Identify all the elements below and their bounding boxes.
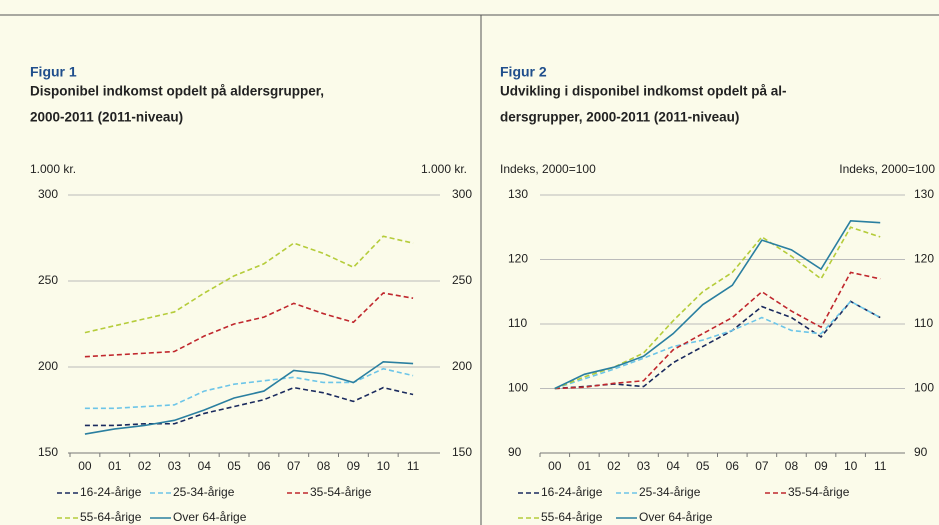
series-line xyxy=(84,235,414,334)
y2-axis-label: Indeks, 2000=100 xyxy=(839,162,935,176)
x-tick-label: 08 xyxy=(785,459,799,473)
x-tick-label: 01 xyxy=(578,459,592,473)
legend-label: 16-24-årige xyxy=(80,485,142,499)
series-line xyxy=(84,292,414,358)
y2-tick-label: 100 xyxy=(914,381,934,395)
x-tick-label: 11 xyxy=(874,459,887,473)
x-tick-label: 10 xyxy=(377,459,391,473)
x-tick-label: 06 xyxy=(726,459,740,473)
y-tick-label: 110 xyxy=(508,316,527,330)
legend-label: 25-34-årige xyxy=(639,485,701,499)
x-tick-label: 05 xyxy=(696,459,710,473)
y-tick-label: 130 xyxy=(508,187,528,201)
y2-axis-label: 1.000 kr. xyxy=(421,162,467,176)
chart-title: 2000-2011 (2011-niveau) xyxy=(30,110,183,125)
y-tick-label: 120 xyxy=(508,252,528,266)
y2-tick-label: 130 xyxy=(914,187,934,201)
y-tick-label: 250 xyxy=(38,273,58,287)
legend-label: Over 64-årige xyxy=(639,510,713,524)
x-tick-label: 10 xyxy=(844,459,858,473)
x-tick-label: 04 xyxy=(198,459,212,473)
chart-title: dersgrupper, 2000-2011 (2011-niveau) xyxy=(500,110,739,125)
legend-label: 16-24-årige xyxy=(541,485,603,499)
y2-tick-label: 90 xyxy=(914,445,928,459)
y2-tick-label: 150 xyxy=(452,445,472,459)
series-line xyxy=(84,386,414,427)
x-tick-label: 00 xyxy=(548,459,562,473)
legend-label: 25-34-årige xyxy=(173,485,235,499)
x-tick-label: 08 xyxy=(317,459,331,473)
x-tick-label: 09 xyxy=(814,459,828,473)
x-tick-label: 07 xyxy=(287,459,301,473)
x-tick-label: 05 xyxy=(227,459,241,473)
y-tick-label: 200 xyxy=(38,359,58,373)
x-tick-label: 04 xyxy=(666,459,680,473)
legend-label: 35-54-årige xyxy=(310,485,372,499)
legend-label: 55-64-årige xyxy=(541,510,603,524)
x-tick-label: 02 xyxy=(138,459,152,473)
x-tick-label: 07 xyxy=(755,459,769,473)
y2-tick-label: 250 xyxy=(452,273,472,287)
series-line xyxy=(84,367,414,410)
y-tick-label: 150 xyxy=(38,445,58,459)
chart-title: Disponibel indkomst opdelt på aldersgrup… xyxy=(30,84,324,99)
x-tick-label: 03 xyxy=(168,459,182,473)
series-line xyxy=(554,300,881,390)
series-line xyxy=(84,361,414,435)
y-axis-label: 1.000 kr. xyxy=(30,162,76,176)
y-tick-label: 100 xyxy=(508,381,528,395)
chart-title: Udvikling i disponibel indkomst opdelt p… xyxy=(500,84,787,99)
series-line xyxy=(554,300,881,390)
figure-label: Figur 2 xyxy=(500,64,547,80)
x-tick-label: 11 xyxy=(407,459,420,473)
series-line xyxy=(554,219,881,390)
x-tick-label: 03 xyxy=(637,459,651,473)
y2-tick-label: 110 xyxy=(914,316,933,330)
x-tick-label: 06 xyxy=(257,459,271,473)
legend-label: 55-64-årige xyxy=(80,510,142,524)
x-tick-label: 09 xyxy=(347,459,361,473)
x-tick-label: 02 xyxy=(607,459,621,473)
legend-label: Over 64-årige xyxy=(173,510,247,524)
y-tick-label: 90 xyxy=(508,445,522,459)
legend-label: 35-54-årige xyxy=(788,485,850,499)
y2-tick-label: 200 xyxy=(452,359,472,373)
y2-tick-label: 120 xyxy=(914,252,934,266)
x-tick-label: 01 xyxy=(108,459,122,473)
y-axis-label: Indeks, 2000=100 xyxy=(500,162,596,176)
x-tick-label: 00 xyxy=(78,459,92,473)
y2-tick-label: 300 xyxy=(452,187,472,201)
y-tick-label: 300 xyxy=(38,187,58,201)
figure-label: Figur 1 xyxy=(30,64,77,80)
